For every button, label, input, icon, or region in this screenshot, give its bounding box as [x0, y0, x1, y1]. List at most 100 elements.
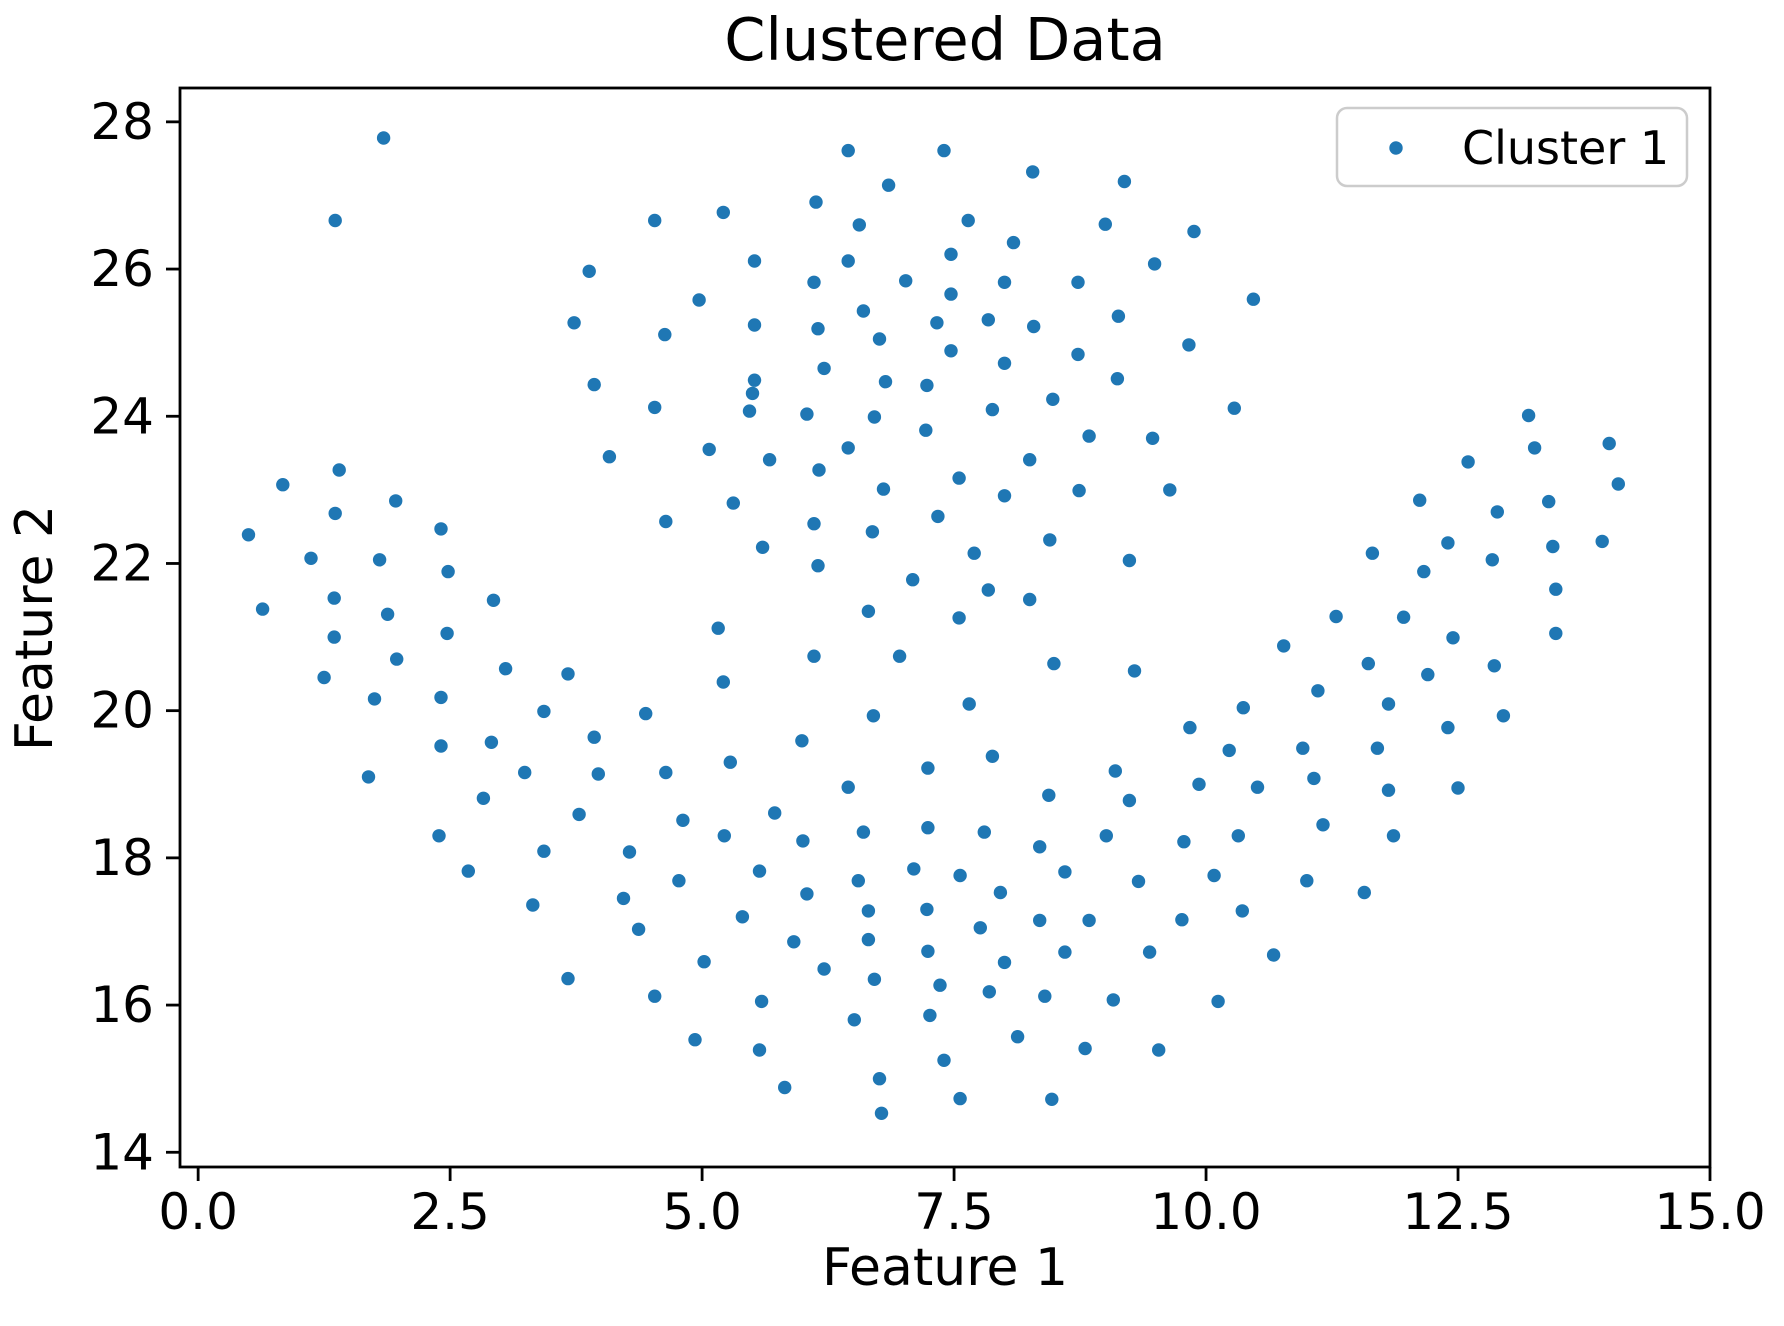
- data-point: [1142, 945, 1157, 959]
- x-tick-label: 15.0: [1654, 1183, 1765, 1241]
- data-point: [997, 275, 1012, 289]
- data-point: [1227, 401, 1242, 415]
- data-point: [841, 254, 855, 268]
- legend-entry-label: Cluster 1: [1462, 121, 1669, 175]
- data-point: [906, 573, 920, 587]
- data-point: [1211, 994, 1225, 1009]
- data-point: [461, 864, 475, 878]
- data-point: [332, 463, 346, 477]
- data-point: [1542, 494, 1556, 509]
- data-point: [861, 604, 876, 618]
- legend: Cluster 1: [1335, 106, 1689, 188]
- data-point: [1451, 781, 1465, 795]
- data-point: [1365, 546, 1380, 560]
- data-point: [841, 143, 855, 158]
- data-point: [1527, 441, 1542, 455]
- data-point: [1042, 788, 1056, 802]
- data-point: [1043, 533, 1057, 547]
- data-point: [961, 213, 975, 228]
- data-point: [697, 955, 711, 969]
- data-point: [752, 1043, 767, 1057]
- data-point: [1047, 656, 1061, 671]
- data-point: [919, 423, 933, 437]
- data-point: [361, 770, 376, 784]
- data-point: [752, 864, 767, 878]
- data-point: [1131, 874, 1146, 889]
- data-point: [1413, 493, 1427, 507]
- data-point: [1072, 483, 1086, 498]
- data-point: [812, 463, 826, 477]
- data-point: [1117, 174, 1132, 189]
- data-point: [440, 626, 454, 641]
- data-point: [1461, 455, 1475, 469]
- data-point: [498, 662, 513, 676]
- data-point: [937, 1053, 951, 1068]
- data-point: [899, 274, 913, 288]
- data-point: [1329, 609, 1343, 624]
- data-point: [659, 514, 673, 529]
- data-point: [861, 932, 876, 947]
- data-point: [1026, 165, 1040, 179]
- data-point: [1110, 372, 1125, 386]
- data-point: [648, 213, 662, 228]
- data-point: [432, 829, 446, 843]
- data-point: [582, 264, 596, 278]
- x-tick-label: 0.0: [158, 1183, 238, 1241]
- data-point: [1182, 338, 1196, 352]
- data-point: [866, 709, 881, 723]
- data-point: [933, 978, 947, 992]
- data-point: [856, 825, 871, 839]
- data-point: [953, 1091, 967, 1106]
- data-point: [800, 407, 814, 421]
- data-point: [1082, 913, 1096, 928]
- data-point: [572, 807, 586, 822]
- data-point: [841, 441, 855, 455]
- data-point: [616, 891, 631, 906]
- y-tick-label: 26: [90, 240, 154, 298]
- data-point: [317, 670, 331, 685]
- data-point: [1370, 741, 1385, 755]
- data-point: [867, 410, 882, 424]
- data-point: [985, 402, 1000, 417]
- data-point: [1266, 948, 1281, 962]
- data-point: [1311, 684, 1325, 698]
- data-point: [735, 910, 750, 924]
- data-point: [716, 675, 730, 689]
- data-point: [1296, 741, 1310, 755]
- y-axis-ticks: 14 16 18 20 22 24 26 28: [90, 93, 180, 1181]
- data-point: [1246, 292, 1261, 306]
- data-point: [967, 546, 981, 560]
- data-point: [811, 322, 825, 336]
- data-point: [327, 591, 341, 605]
- data-point: [434, 690, 448, 705]
- data-point: [807, 517, 821, 531]
- data-point: [920, 902, 934, 917]
- data-point: [648, 989, 662, 1003]
- data-point: [659, 765, 673, 780]
- data-point: [768, 806, 782, 820]
- data-point: [434, 739, 448, 753]
- data-point: [441, 564, 455, 579]
- data-point: [1022, 592, 1037, 607]
- data-point: [745, 386, 760, 401]
- data-point: [1187, 224, 1201, 239]
- data-point: [1192, 777, 1206, 791]
- data-point: [716, 205, 730, 220]
- data-point: [1316, 818, 1330, 832]
- data-point: [874, 1106, 889, 1121]
- data-point: [1071, 347, 1085, 362]
- y-axis-label: Feature 2: [5, 505, 65, 751]
- data-point: [1307, 771, 1321, 786]
- data-point: [1152, 1043, 1166, 1057]
- data-point: [327, 630, 341, 644]
- data-point: [1045, 1092, 1059, 1107]
- data-point: [658, 327, 672, 342]
- data-point: [811, 559, 825, 573]
- data-point: [807, 649, 821, 663]
- data-point: [328, 506, 342, 521]
- data-point: [526, 898, 540, 912]
- data-point: [1386, 829, 1401, 843]
- y-tick-label: 18: [90, 829, 154, 887]
- y-tick-label: 22: [90, 534, 154, 592]
- data-point: [518, 765, 532, 780]
